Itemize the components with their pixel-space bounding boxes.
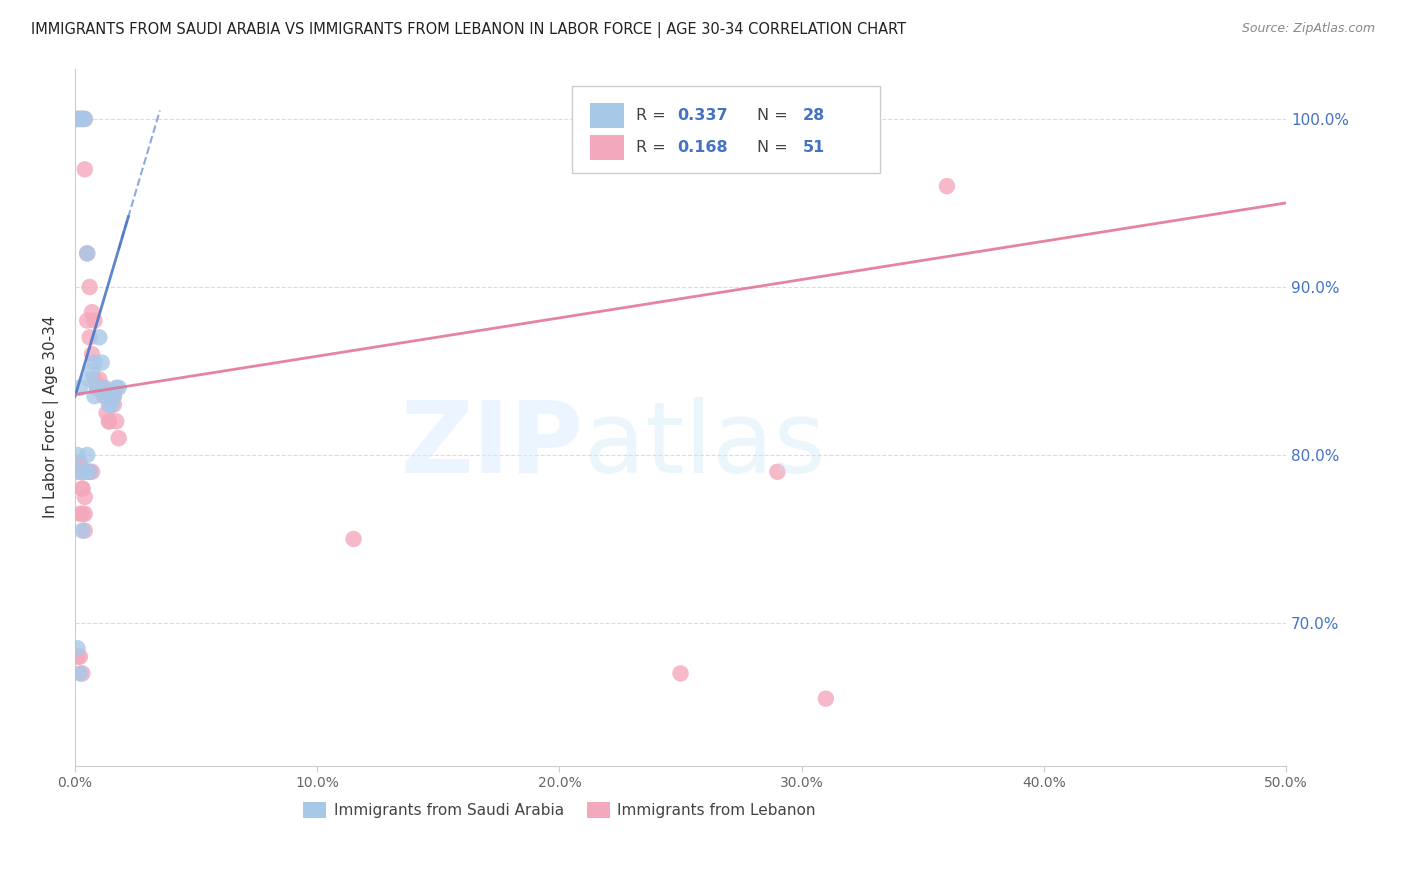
Point	[73, 524, 96, 538]
Point	[73, 162, 96, 177]
Point	[69, 507, 91, 521]
Point	[342, 532, 364, 546]
Point	[72, 666, 94, 681]
Point	[73, 507, 96, 521]
Legend: Immigrants from Saudi Arabia, Immigrants from Lebanon: Immigrants from Saudi Arabia, Immigrants…	[297, 797, 823, 824]
Point	[669, 666, 692, 681]
Point	[98, 414, 121, 428]
Point	[73, 112, 96, 126]
Point	[96, 406, 118, 420]
Point	[90, 355, 112, 369]
Point	[76, 246, 98, 260]
Point	[100, 389, 122, 403]
Point	[814, 691, 837, 706]
Point	[66, 112, 89, 126]
Point	[98, 398, 121, 412]
Point	[89, 381, 111, 395]
Point	[66, 112, 89, 126]
Point	[76, 313, 98, 327]
Point	[76, 246, 98, 260]
Point	[69, 457, 91, 471]
Point	[83, 372, 105, 386]
Point	[80, 465, 103, 479]
Point	[83, 389, 105, 403]
Point	[79, 372, 101, 386]
Point	[72, 482, 94, 496]
Point	[72, 465, 94, 479]
Text: 0.168: 0.168	[676, 140, 727, 154]
Text: 51: 51	[803, 140, 825, 154]
Point	[83, 313, 105, 327]
Point	[79, 330, 101, 344]
Point	[80, 305, 103, 319]
Point	[103, 389, 125, 403]
Point	[76, 465, 98, 479]
Point	[72, 112, 94, 126]
Point	[72, 482, 94, 496]
Point	[100, 398, 122, 412]
Point	[72, 524, 94, 538]
FancyBboxPatch shape	[589, 136, 624, 160]
Point	[86, 381, 108, 395]
FancyBboxPatch shape	[572, 86, 880, 173]
Point	[66, 112, 89, 126]
Point	[72, 507, 94, 521]
Point	[93, 381, 115, 395]
Point	[79, 465, 101, 479]
Text: Source: ZipAtlas.com: Source: ZipAtlas.com	[1241, 22, 1375, 36]
Point	[105, 381, 128, 395]
Text: R =: R =	[636, 108, 671, 122]
Text: R =: R =	[636, 140, 671, 154]
Point	[69, 381, 91, 395]
Point	[66, 465, 89, 479]
Point	[89, 372, 111, 386]
Point	[66, 448, 89, 462]
Point	[66, 649, 89, 664]
Point	[73, 465, 96, 479]
Point	[69, 112, 91, 126]
Point	[69, 465, 91, 479]
Point	[66, 641, 89, 656]
Point	[103, 398, 125, 412]
Text: 0.337: 0.337	[676, 108, 727, 122]
Point	[93, 381, 115, 395]
Point	[935, 179, 957, 194]
Point	[103, 389, 125, 403]
Point	[72, 112, 94, 126]
Point	[73, 490, 96, 504]
Text: ZIP: ZIP	[401, 397, 583, 493]
Point	[72, 112, 94, 126]
Point	[96, 389, 118, 403]
Point	[86, 381, 108, 395]
Point	[69, 112, 91, 126]
Point	[107, 431, 129, 445]
Point	[66, 457, 89, 471]
Point	[69, 649, 91, 664]
Point	[79, 280, 101, 294]
FancyBboxPatch shape	[589, 103, 624, 128]
Point	[73, 112, 96, 126]
Point	[80, 347, 103, 361]
Y-axis label: In Labor Force | Age 30-34: In Labor Force | Age 30-34	[44, 316, 59, 518]
Point	[107, 381, 129, 395]
Point	[98, 414, 121, 428]
Point	[83, 355, 105, 369]
Text: N =: N =	[756, 140, 793, 154]
Point	[766, 465, 789, 479]
Point	[69, 666, 91, 681]
Text: IMMIGRANTS FROM SAUDI ARABIA VS IMMIGRANTS FROM LEBANON IN LABOR FORCE | AGE 30-: IMMIGRANTS FROM SAUDI ARABIA VS IMMIGRAN…	[31, 22, 905, 38]
Text: 28: 28	[803, 108, 825, 122]
Text: atlas: atlas	[583, 397, 825, 493]
Point	[89, 330, 111, 344]
Point	[93, 389, 115, 403]
Text: N =: N =	[756, 108, 793, 122]
Point	[80, 364, 103, 378]
Point	[105, 414, 128, 428]
Point	[79, 465, 101, 479]
Point	[76, 448, 98, 462]
Point	[90, 381, 112, 395]
